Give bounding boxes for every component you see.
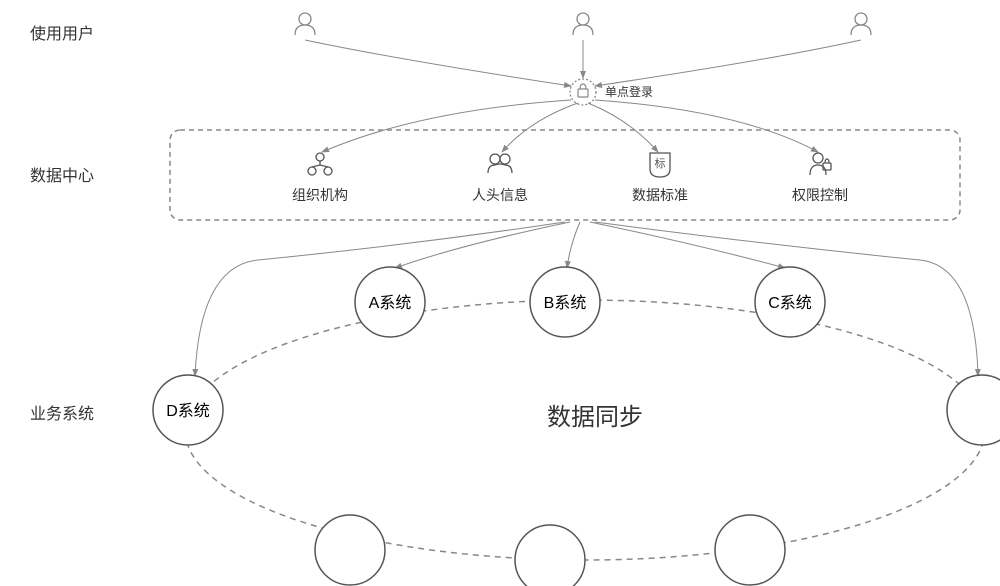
- headinfo-icon: [488, 154, 512, 173]
- user-icon: [851, 13, 871, 35]
- sso-label: 单点登录: [605, 84, 653, 99]
- svg-text:C系统: C系统: [768, 294, 812, 312]
- diagram-canvas: 单点登录 组织机构 人头信息 标 数据标准 权限控制: [0, 0, 1000, 586]
- system-node-b: B系统: [530, 267, 600, 337]
- user-icon: [573, 13, 593, 35]
- sso-node: [570, 79, 596, 105]
- system-node-empty: [315, 515, 385, 585]
- datastd-icon: 标: [650, 153, 670, 177]
- system-node-c: C系统: [755, 267, 825, 337]
- org-icon: [308, 153, 332, 175]
- svg-text:D系统: D系统: [166, 402, 210, 420]
- system-node-a: A系统: [355, 267, 425, 337]
- datacenter-box: [170, 130, 960, 220]
- access-icon: [810, 153, 831, 175]
- org-label: 组织机构: [292, 187, 348, 203]
- datastd-label: 数据标准: [632, 187, 688, 203]
- system-node-empty: [715, 515, 785, 585]
- access-label: 权限控制: [792, 187, 848, 203]
- svg-text:B系统: B系统: [544, 294, 587, 312]
- sync-label: 数据同步: [547, 404, 643, 431]
- system-node-right: [947, 375, 1000, 445]
- system-node-d: D系统: [153, 375, 223, 445]
- svg-text:A系统: A系统: [369, 294, 412, 312]
- svg-text:标: 标: [655, 156, 666, 170]
- headinfo-label: 人头信息: [472, 187, 528, 203]
- system-node-empty: [515, 525, 585, 586]
- user-icon: [295, 13, 315, 35]
